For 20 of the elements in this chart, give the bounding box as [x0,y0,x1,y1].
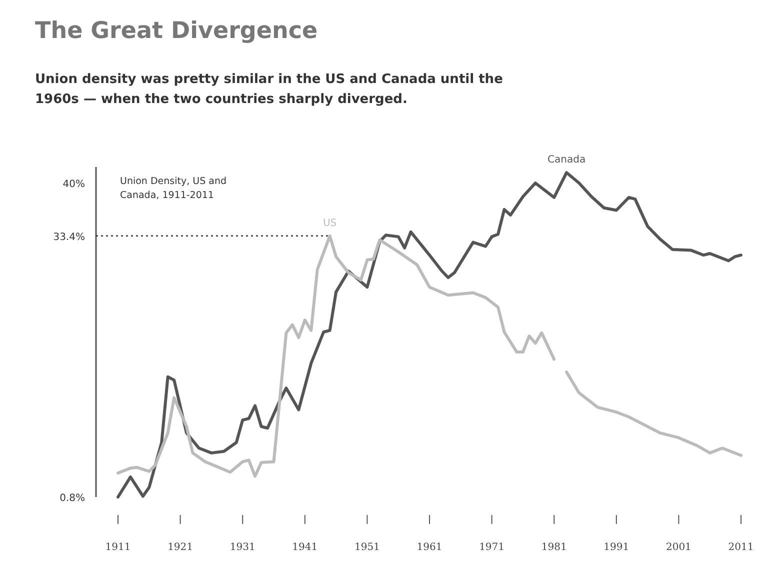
series-label: US [322,218,337,229]
x-tick-label: 1941 [292,542,318,553]
x-tick-label: 1981 [541,542,567,553]
y-tick-label: 40% [62,179,85,190]
x-tick-label: 1921 [168,542,194,553]
x-tick-label: 1971 [479,542,505,553]
x-tick-label: 1961 [416,542,442,553]
chart-title: The Great Divergence [35,18,318,44]
x-tick-label: 1991 [604,542,630,553]
y-tick-label: 0.8% [60,493,85,504]
x-tick-label: 1911 [105,542,131,553]
x-tick-label: 1951 [354,542,380,553]
x-tick-label: 1931 [230,542,256,553]
line-series [116,171,742,498]
x-tick-label: 2011 [728,542,754,553]
annotation: Union Density, US and Canada, 1911-2011 [120,176,226,201]
x-tick-label: 2001 [666,542,692,553]
chart-subtitle: Union density was pretty similar in the US and Canada until the 1960s — when the two countries sharply diverged. [35,72,504,107]
series-label: Canada [548,154,586,166]
y-tick-label: 33.4% [53,232,85,243]
